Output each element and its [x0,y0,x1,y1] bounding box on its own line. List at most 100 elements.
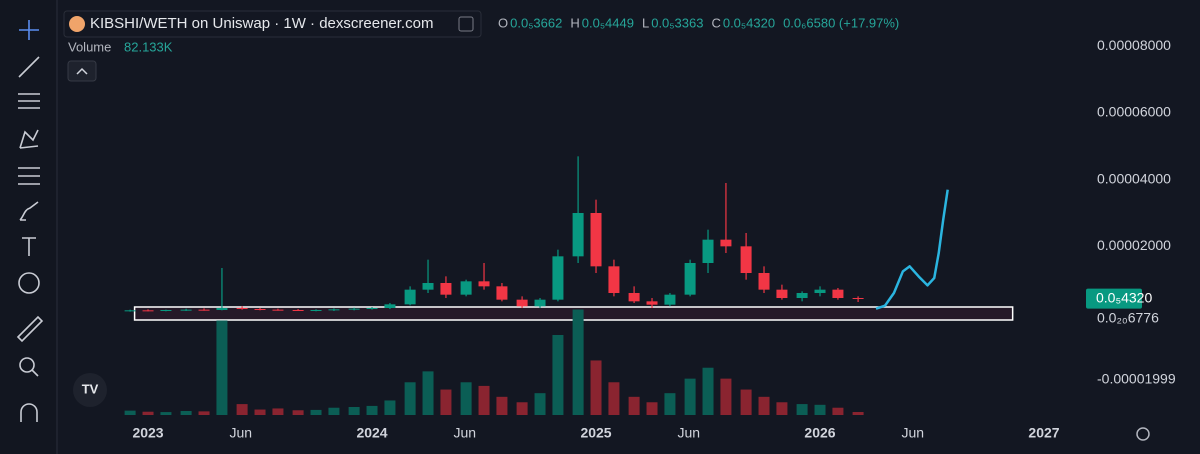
candle-body [384,304,396,308]
y-tick-label: 0.00006000 [1097,104,1171,120]
x-tick-label: 2026 [804,425,835,441]
y-tick-label: 0.00004000 [1097,170,1171,186]
volume-bar [292,410,304,415]
candle-body [198,309,210,311]
emoji-tool[interactable] [18,272,40,294]
candle-body [460,281,472,295]
candle-body [272,309,284,311]
settings-icon[interactable] [1136,427,1150,441]
tv-logo[interactable] [73,373,107,407]
min-price-label: 0.0₂₀6776 [1097,309,1159,325]
candle-body [534,299,546,307]
y-tick-label: -0.00001999 [1097,370,1176,386]
candle-body [758,273,770,290]
volume-bar [404,382,416,415]
volume-bar [216,320,228,415]
volume-bar [124,410,136,415]
candle-body [478,281,490,287]
volume-bar [832,407,844,415]
candle-body [552,256,564,300]
volume-bar [516,402,528,415]
last-price-badge [1086,288,1142,309]
candle-body [142,310,154,312]
volume-bar [478,385,490,415]
candle-body [292,310,304,311]
volume-value: 82.133K [124,39,173,54]
token-icon [69,16,85,32]
candle-body [796,293,808,298]
pattern-tool[interactable] [19,129,39,149]
volume-bar [198,411,210,415]
cursor-tool[interactable] [19,20,39,40]
zoom-tool[interactable] [19,357,35,373]
volume-bar [440,389,452,415]
x-tick-label: Jun [677,425,700,441]
candle-body [516,299,528,307]
volume-bar [664,393,676,415]
candle-body [328,309,340,311]
candle-body [684,263,696,295]
volume-bar [496,396,508,415]
volume-bar [366,405,378,415]
forecast-drawing [875,189,949,310]
x-tick-label: Jun [901,425,924,441]
volume-bar [236,404,248,415]
header-box [63,10,482,38]
fib-tool[interactable] [18,93,40,109]
ohlc-value: 0.0₅3363 [651,15,703,30]
ohlc-value: 0.0₅3662 [510,15,562,30]
volume-bar [254,409,266,415]
volume-bar [272,408,284,415]
candle-body [628,293,640,302]
candle-body [608,266,620,293]
volume-bar [348,407,360,415]
ruler-tool[interactable] [16,315,44,343]
ohlc-legend: O 0.0₅3662 H 0.0₅4449 L 0.0₅3363 C 0.0₅4320 0.0₆… [498,15,899,30]
ohlc-key: H [570,15,579,30]
toolbar [0,0,56,454]
volume-bar [720,378,732,415]
x-tick-label: 2025 [580,425,611,441]
volume-bar [852,412,864,415]
candle-body [572,213,584,257]
ohlc-key: C [711,15,720,30]
candle-body [160,310,172,311]
toolbar-icons[interactable] [16,20,44,422]
volume-bar [684,378,696,415]
tv-logo-mark: TV [82,381,99,396]
candle-body [832,289,844,298]
ohlc-key: O [498,15,508,30]
magnet-tool[interactable] [20,403,38,422]
candle-body [740,246,752,273]
volume-bar [180,411,192,415]
brush-tool[interactable] [19,201,39,221]
candle-body [776,289,788,298]
candle-body [814,289,826,293]
x-tick-label: Jun [453,425,476,441]
last-price-label: 0.0₅4320 [1096,289,1152,305]
line-tool[interactable] [18,56,40,78]
candle-body [310,310,322,311]
candle-body [720,239,732,247]
candle-body [366,308,378,309]
volume-bar [758,396,770,415]
candle-body [590,213,602,267]
volume-bar [160,412,172,415]
volume-bar [740,389,752,415]
price-change: 0.0₆6580 (+17.97%) [783,15,899,30]
text-tool[interactable] [22,237,36,256]
candle-body [422,283,434,290]
collapse-button[interactable] [67,60,97,82]
candle-body [180,309,192,311]
candle-body [646,301,658,305]
x-tick-label: 2024 [356,425,387,441]
volume-bar [552,335,564,415]
header-menu[interactable] [458,16,474,32]
volume-bar [814,404,826,415]
candle-body [404,289,416,305]
forecast-tool[interactable] [18,167,40,185]
zoom-tool-handle [31,369,39,377]
x-tick-label: 2027 [1028,425,1059,441]
y-tick-label: 0.00002000 [1097,237,1171,253]
